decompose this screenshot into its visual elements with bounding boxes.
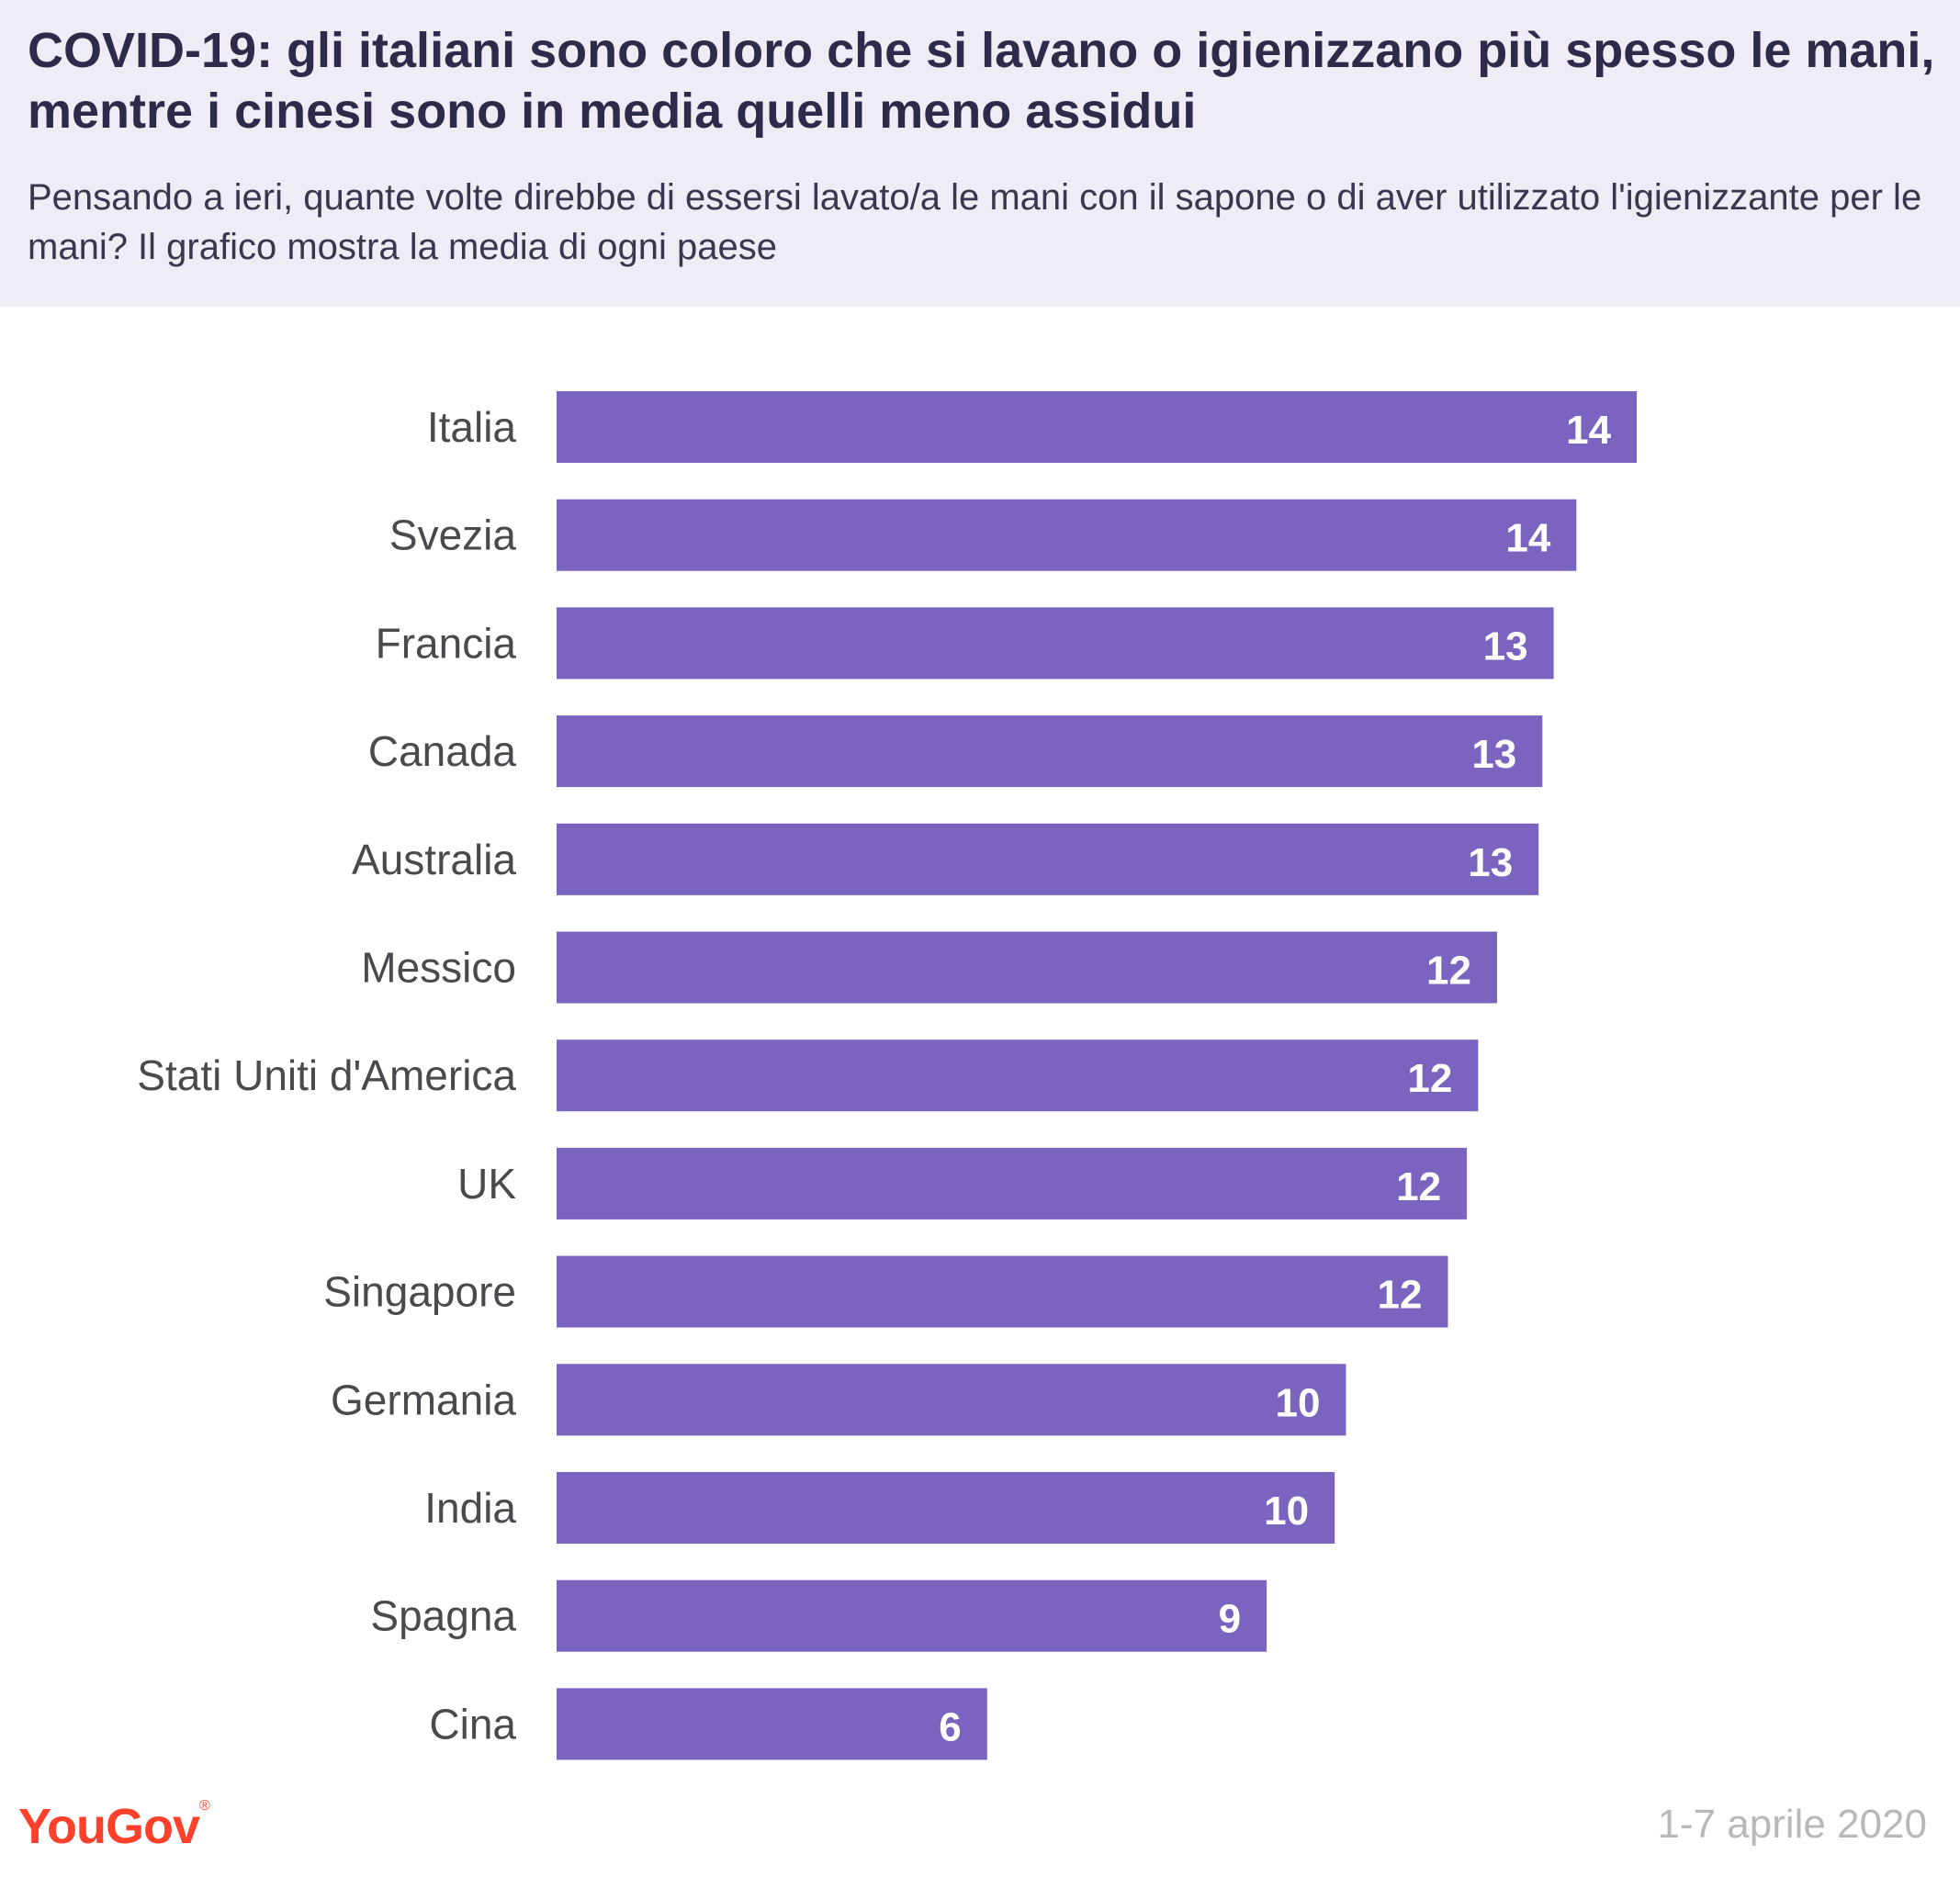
category-label: Stati Uniti d'America bbox=[137, 1051, 516, 1099]
bar-value-label: 13 bbox=[1468, 840, 1513, 885]
category-label: India bbox=[424, 1484, 516, 1532]
survey-date: 1-7 aprile 2020 bbox=[1657, 1802, 1927, 1847]
category-label: Svezia bbox=[389, 511, 516, 559]
bar bbox=[557, 1147, 1468, 1219]
bar bbox=[557, 607, 1554, 680]
bar-value-label: 6 bbox=[939, 1704, 961, 1749]
bar-value-label: 12 bbox=[1396, 1164, 1441, 1209]
header-band: COVID-19: gli italiani sono coloro che s… bbox=[0, 0, 1960, 307]
bar-value-label: 13 bbox=[1483, 624, 1528, 669]
bar-value-label: 13 bbox=[1471, 732, 1516, 777]
bar-value-label: 10 bbox=[1264, 1489, 1309, 1534]
bar bbox=[557, 715, 1543, 788]
bar-value-label: 10 bbox=[1276, 1380, 1321, 1425]
category-label: Francia bbox=[376, 619, 517, 667]
logo-text: YouGov bbox=[18, 1799, 200, 1854]
bar-value-label: 14 bbox=[1505, 516, 1550, 561]
yougov-logo: YouGov® bbox=[18, 1798, 210, 1854]
bar bbox=[557, 1472, 1335, 1544]
bar bbox=[557, 931, 1497, 1004]
bar bbox=[557, 1688, 987, 1760]
category-label: Spagna bbox=[370, 1592, 516, 1640]
category-label: Messico bbox=[361, 944, 516, 992]
bar-value-label: 9 bbox=[1219, 1597, 1241, 1642]
chart-subtitle: Pensando a ieri, quante volte direbbe di… bbox=[28, 177, 1922, 267]
bar bbox=[557, 1579, 1267, 1652]
category-label: Australia bbox=[352, 836, 516, 883]
bar bbox=[557, 499, 1577, 571]
bar-chart: Italia 14 Svezia 14 Francia 13 Canada 13 Austral… bbox=[137, 391, 1638, 1760]
bar-value-label: 12 bbox=[1378, 1273, 1423, 1318]
category-label: Cina bbox=[429, 1700, 516, 1748]
category-label: Germania bbox=[331, 1376, 516, 1423]
bar bbox=[557, 1364, 1346, 1436]
category-label: Italia bbox=[427, 403, 517, 451]
bar bbox=[557, 823, 1539, 895]
category-label: Singapore bbox=[323, 1268, 516, 1316]
bar-value-label: 12 bbox=[1407, 1056, 1452, 1101]
bar bbox=[557, 1040, 1479, 1112]
chart-title: COVID-19: gli italiani sono coloro che s… bbox=[28, 23, 1935, 139]
bar bbox=[557, 1255, 1448, 1328]
category-label: UK bbox=[457, 1160, 516, 1208]
bar-value-label: 14 bbox=[1566, 408, 1611, 453]
category-label: Canada bbox=[368, 727, 517, 775]
bar-value-label: 12 bbox=[1426, 949, 1471, 994]
bar bbox=[557, 391, 1638, 463]
